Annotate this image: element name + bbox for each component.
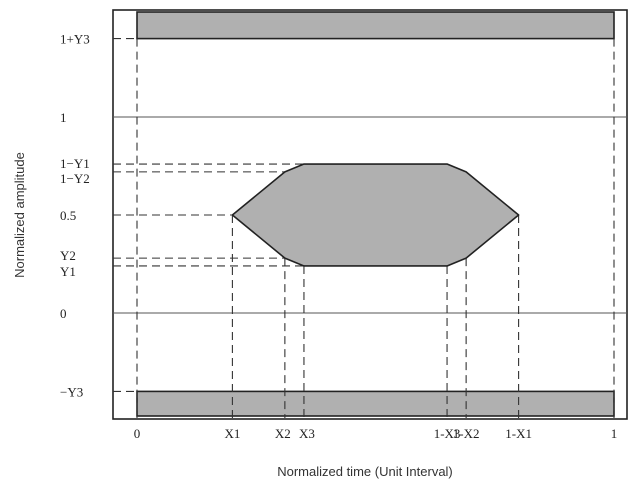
y-tick-1−Y1: 1−Y1 bbox=[60, 156, 90, 171]
y-tick-1+Y3: 1+Y3 bbox=[60, 32, 90, 47]
eye-mask-polygon bbox=[231, 163, 520, 267]
y-axis-title: Normalized amplitude bbox=[12, 152, 27, 278]
x-tick-1-X3: 1-X3 bbox=[434, 426, 461, 441]
y-tick-1: 1 bbox=[60, 110, 67, 125]
y-tick-Y2: Y2 bbox=[60, 248, 76, 263]
x-tick-1: 1 bbox=[611, 426, 618, 441]
x-tick-0: 0 bbox=[134, 426, 141, 441]
y-tick-Y1: Y1 bbox=[60, 264, 76, 279]
x-tick-1-X2: 1-X2 bbox=[453, 426, 480, 441]
y-tick-0.5: 0.5 bbox=[60, 208, 76, 223]
x-tick-X3: X3 bbox=[299, 426, 315, 441]
x-tick-1-X1: 1-X1 bbox=[505, 426, 532, 441]
x-tick-X2: X2 bbox=[275, 426, 291, 441]
dashed-guides bbox=[113, 38, 615, 418]
y-tick-0: 0 bbox=[60, 306, 67, 321]
x-tick-X1: X1 bbox=[224, 426, 240, 441]
y-tick-−Y3: −Y3 bbox=[60, 384, 83, 399]
upper-limit-band bbox=[136, 11, 615, 40]
x-tick-labels: 0 X1 X2 X3 1-X31-X2 1-X1 1 bbox=[134, 426, 618, 441]
x-axis-title: Normalized time (Unit Interval) bbox=[277, 464, 453, 479]
lower-limit-band bbox=[136, 390, 615, 417]
y-tick-1−Y2: 1−Y2 bbox=[60, 171, 90, 186]
